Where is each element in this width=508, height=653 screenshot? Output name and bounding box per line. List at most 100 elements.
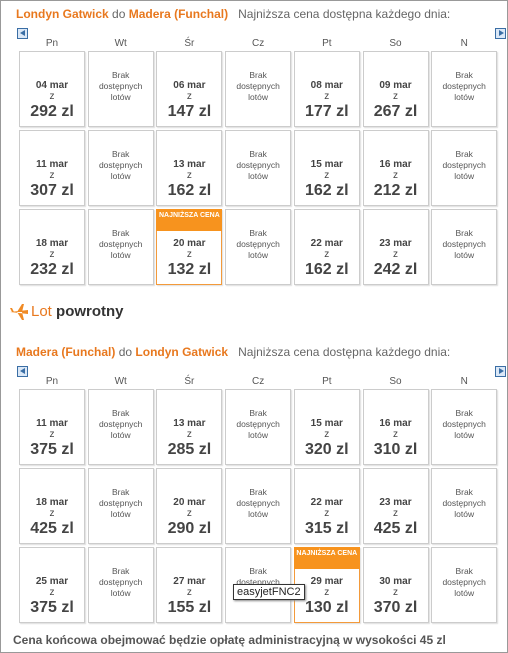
from-label: z xyxy=(393,508,398,519)
arrow-glyph xyxy=(20,30,25,36)
day-label: N xyxy=(460,376,468,387)
text-line: Brak xyxy=(111,408,130,418)
from-label: z xyxy=(393,170,398,181)
from-label: z xyxy=(49,429,55,440)
text-line: Brak xyxy=(111,566,130,576)
lowest-price-badge: NAJNIŻSZA CENA xyxy=(156,209,223,231)
price: 425 zl xyxy=(30,520,74,537)
text-line: lotów xyxy=(454,588,475,598)
day-cell[interactable]: 23 mar z 242 zl xyxy=(362,209,429,285)
day-cell[interactable]: 16 mar z 310 zl xyxy=(362,389,429,465)
day-cell[interactable]: 30 mar z 370 zl xyxy=(362,547,429,623)
prev-week[interactable] xyxy=(17,366,28,377)
from-label: z xyxy=(393,249,398,260)
connector: do xyxy=(118,345,133,359)
price: 310 zl xyxy=(373,441,418,458)
text-line: dostępnych xyxy=(442,160,486,170)
day-cell[interactable]: 27 mar z 155 zl xyxy=(156,547,223,623)
day-label: N xyxy=(460,38,468,49)
day-cell[interactable]: 04 mar z 292 zl xyxy=(19,51,85,127)
date: 08 mar xyxy=(310,80,343,91)
text-line: lotów xyxy=(110,92,131,102)
day-cell[interactable]: 25 mar z 375 zl xyxy=(19,547,85,623)
date: 06 mar xyxy=(173,80,206,91)
day-label: Cz xyxy=(251,376,265,387)
return-heading: Lot powrotny xyxy=(31,303,124,320)
day-label: Śr xyxy=(184,376,195,387)
day-cell[interactable]: 20 mar z 290 zl xyxy=(156,468,223,544)
day-label: Wt xyxy=(114,376,127,387)
text-line: lotów xyxy=(110,430,131,440)
day-cell[interactable]: 22 mar z 162 zl xyxy=(293,209,360,285)
prev-week[interactable] xyxy=(17,28,28,39)
date: 13 mar xyxy=(173,418,206,429)
price: 285 zl xyxy=(167,441,212,458)
text-line: dostępnych xyxy=(236,81,280,91)
day-cell[interactable]: 13 mar z 162 zl xyxy=(156,130,223,206)
text-line: dostępnych xyxy=(442,577,486,587)
day-cell[interactable]: 18 mar z 425 zl xyxy=(19,468,85,544)
day-cell[interactable]: 06 mar z 147 zl xyxy=(156,51,223,127)
day-cell[interactable]: 15 mar z 320 zl xyxy=(293,389,360,465)
text-line: lotów xyxy=(110,250,131,260)
next-week[interactable] xyxy=(495,366,506,377)
date: 15 mar xyxy=(310,418,343,429)
origin: Madera (Funchal) xyxy=(16,345,116,359)
text-line: dostępnych xyxy=(98,160,143,170)
day-cell[interactable]: 22 mar z 315 zl xyxy=(293,468,360,544)
date: 29 mar xyxy=(310,576,343,587)
text-line: dostępnych xyxy=(98,577,143,587)
text-line: dostępnych xyxy=(98,239,143,249)
text-line: Brak xyxy=(455,149,473,159)
date: 20 mar xyxy=(173,238,206,249)
text-line: dostępnych xyxy=(442,81,486,91)
price: 155 zl xyxy=(167,599,212,616)
text-line: lotów xyxy=(248,92,269,102)
date: 11 mar xyxy=(36,159,68,170)
from-label: z xyxy=(49,508,55,519)
day-cell[interactable]: 15 mar z 162 zl xyxy=(293,130,360,206)
footer-note: Cena końcowa obejmować będzie opłatę adm… xyxy=(13,633,446,647)
from-label: z xyxy=(393,587,398,598)
day-cell[interactable]: 16 mar z 212 zl xyxy=(362,130,429,206)
text-line: lotów xyxy=(454,92,475,102)
day-cell[interactable]: 09 mar z 267 zl xyxy=(362,51,429,127)
day-cell[interactable]: NAJNIŻSZA CENA 20 mar z 132 zl xyxy=(156,209,223,285)
text-line: dostępnych xyxy=(442,239,486,249)
text-line: Brak xyxy=(111,149,130,159)
destination: Londyn Gatwick xyxy=(135,345,229,359)
text-line: lotów xyxy=(110,588,131,598)
day-cell[interactable]: 11 mar z 307 zl xyxy=(19,130,85,206)
text-line: Brak xyxy=(455,408,473,418)
day-cell[interactable]: 18 mar z 232 zl xyxy=(19,209,85,285)
day-label: Pt xyxy=(322,38,332,49)
day-cell[interactable]: 11 mar z 375 zl xyxy=(19,389,85,465)
text-line: dostępnych xyxy=(236,419,280,429)
arrow-glyph xyxy=(499,30,504,36)
connector: do xyxy=(112,7,126,21)
text-line: Brak xyxy=(249,566,267,576)
text-line: dostępnych xyxy=(236,160,280,170)
date: 25 mar xyxy=(35,576,69,587)
text-line: Brak xyxy=(249,487,267,497)
day-cell[interactable]: 13 mar z 285 zl xyxy=(156,389,223,465)
text-line: lotów xyxy=(248,430,269,440)
day-cell[interactable]: 23 mar z 425 zl xyxy=(362,468,429,544)
day-cell[interactable]: 08 mar z 177 zl xyxy=(293,51,360,127)
tooltip: easyjetFNC2 xyxy=(233,584,305,600)
next-week[interactable] xyxy=(495,28,506,39)
text-line: dostępnych xyxy=(442,419,486,429)
